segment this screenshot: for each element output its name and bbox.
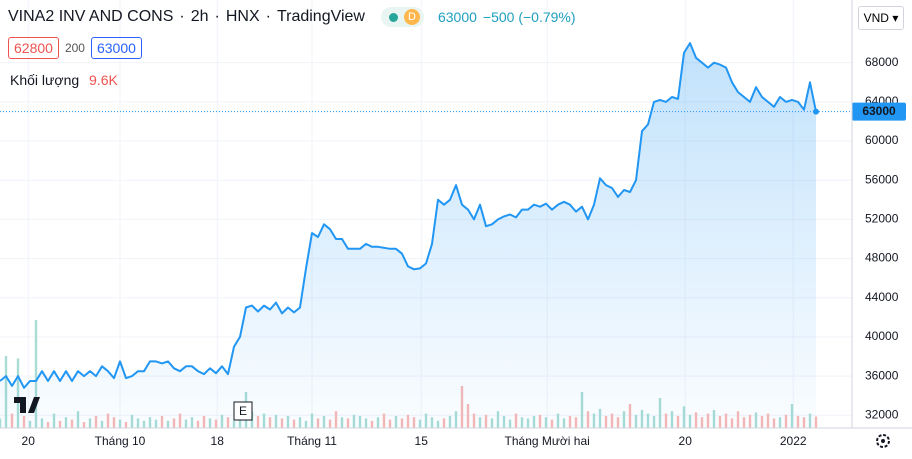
legend: VINA2 INV AND CONS · 2h · HNX · TradingV… xyxy=(8,7,576,27)
x-tick-label: 2022 xyxy=(780,434,807,448)
volume-bar xyxy=(34,320,38,428)
currency: VND xyxy=(863,11,889,25)
y-tick-label: 32000 xyxy=(865,407,899,421)
earnings-label: E xyxy=(239,404,247,418)
x-tick-label: 15 xyxy=(415,434,429,448)
x-tick-label: Tháng Mười hai xyxy=(505,434,590,448)
price-line xyxy=(0,42,817,389)
x-tick-label: 20 xyxy=(679,434,693,448)
y-tick-label: 48000 xyxy=(865,251,899,265)
settings-icon xyxy=(876,434,890,448)
status-dot xyxy=(388,12,398,22)
price-tag xyxy=(852,102,906,121)
y-tick-label: 60000 xyxy=(865,133,899,147)
area-fill xyxy=(0,43,816,428)
price-tag-label: 63000 xyxy=(862,104,896,118)
source: TradingView xyxy=(276,8,365,25)
y-tick-label: 56000 xyxy=(865,172,899,186)
separator: · xyxy=(265,8,271,25)
logo xyxy=(14,397,40,413)
separator: · xyxy=(214,8,220,25)
bid[interactable]: 62800 xyxy=(8,37,59,59)
badge: D xyxy=(403,9,420,25)
y-tick-label: 44000 xyxy=(865,290,899,304)
volume-legend: Khối lượng 9.6K xyxy=(10,72,118,88)
exchange: HNX xyxy=(225,8,260,25)
status: D xyxy=(380,7,424,27)
separator: · xyxy=(179,8,185,25)
change: −500 (−0.79%) xyxy=(482,9,576,25)
spread: 200 xyxy=(64,41,85,55)
symbol: VINA2 INV AND CONS xyxy=(8,8,174,25)
y-tick-label: 40000 xyxy=(865,329,899,343)
x-tick-label: 20 xyxy=(22,434,36,448)
y-tick-label: 36000 xyxy=(865,368,899,382)
x-tick-label: 18 xyxy=(211,434,225,448)
x-tick-label: Tháng 11 xyxy=(287,434,337,448)
volume-label: Khối lượng xyxy=(10,72,80,88)
ask[interactable]: 63000 xyxy=(90,37,142,59)
y-tick-label: 68000 xyxy=(865,55,899,69)
settings-icon-core xyxy=(881,439,885,443)
earnings-box xyxy=(233,401,253,421)
volume-value: 9.6K xyxy=(89,72,118,88)
currency-select[interactable]: VND ▾ xyxy=(858,6,904,30)
x-tick-label: Tháng 10 xyxy=(95,434,146,448)
last-price: 63000 xyxy=(437,9,477,25)
interval[interactable]: 2h xyxy=(190,8,209,25)
quote-row: 62800 200 63000 xyxy=(8,37,142,59)
y-tick-label: 52000 xyxy=(865,212,899,226)
